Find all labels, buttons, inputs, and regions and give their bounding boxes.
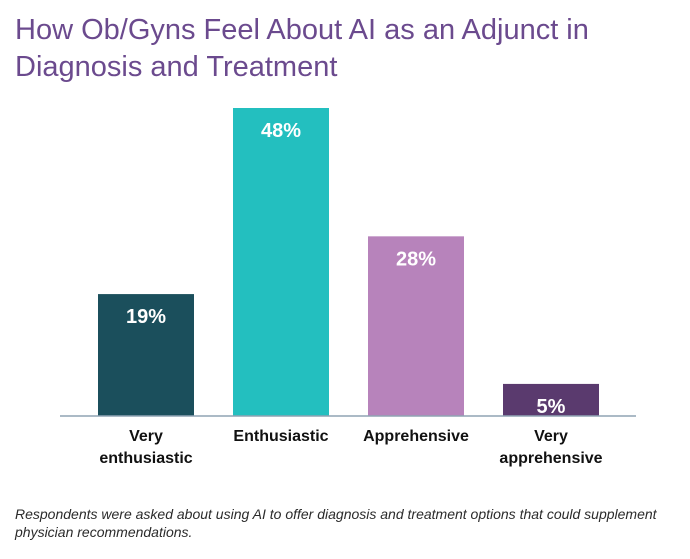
category-label-3-line-1: apprehensive bbox=[499, 450, 602, 467]
bar-3 bbox=[503, 383, 599, 416]
chart-title: How Ob/Gyns Feel About AI as an Adjunct … bbox=[15, 14, 589, 83]
bars-group bbox=[98, 108, 599, 416]
category-labels-group: Very enthusiastic Enthusiastic Apprehensive… bbox=[99, 428, 602, 467]
value-label-0: 19% bbox=[126, 306, 166, 328]
bar-chart: 19% 48% 28% 5% Very enthusiastic Enthusiastic… bbox=[60, 108, 636, 467]
category-label-1-line-0: Enthusiastic bbox=[233, 428, 328, 445]
category-label-0-line-0: Very bbox=[129, 428, 163, 445]
value-label-1: 48% bbox=[261, 120, 301, 142]
bar-1 bbox=[233, 108, 329, 416]
footnote: Respondents were asked about using AI to… bbox=[15, 506, 657, 540]
bar-0 bbox=[98, 294, 194, 416]
category-label-0-line-1: enthusiastic bbox=[99, 450, 192, 467]
category-label-2-line-0: Apprehensive bbox=[363, 428, 469, 445]
bar-2 bbox=[368, 236, 464, 416]
value-labels-group: 19% 48% 28% 5% bbox=[126, 120, 566, 418]
value-label-3: 5% bbox=[537, 396, 566, 418]
value-label-2: 28% bbox=[396, 248, 436, 270]
category-label-3-line-0: Very bbox=[534, 428, 568, 445]
